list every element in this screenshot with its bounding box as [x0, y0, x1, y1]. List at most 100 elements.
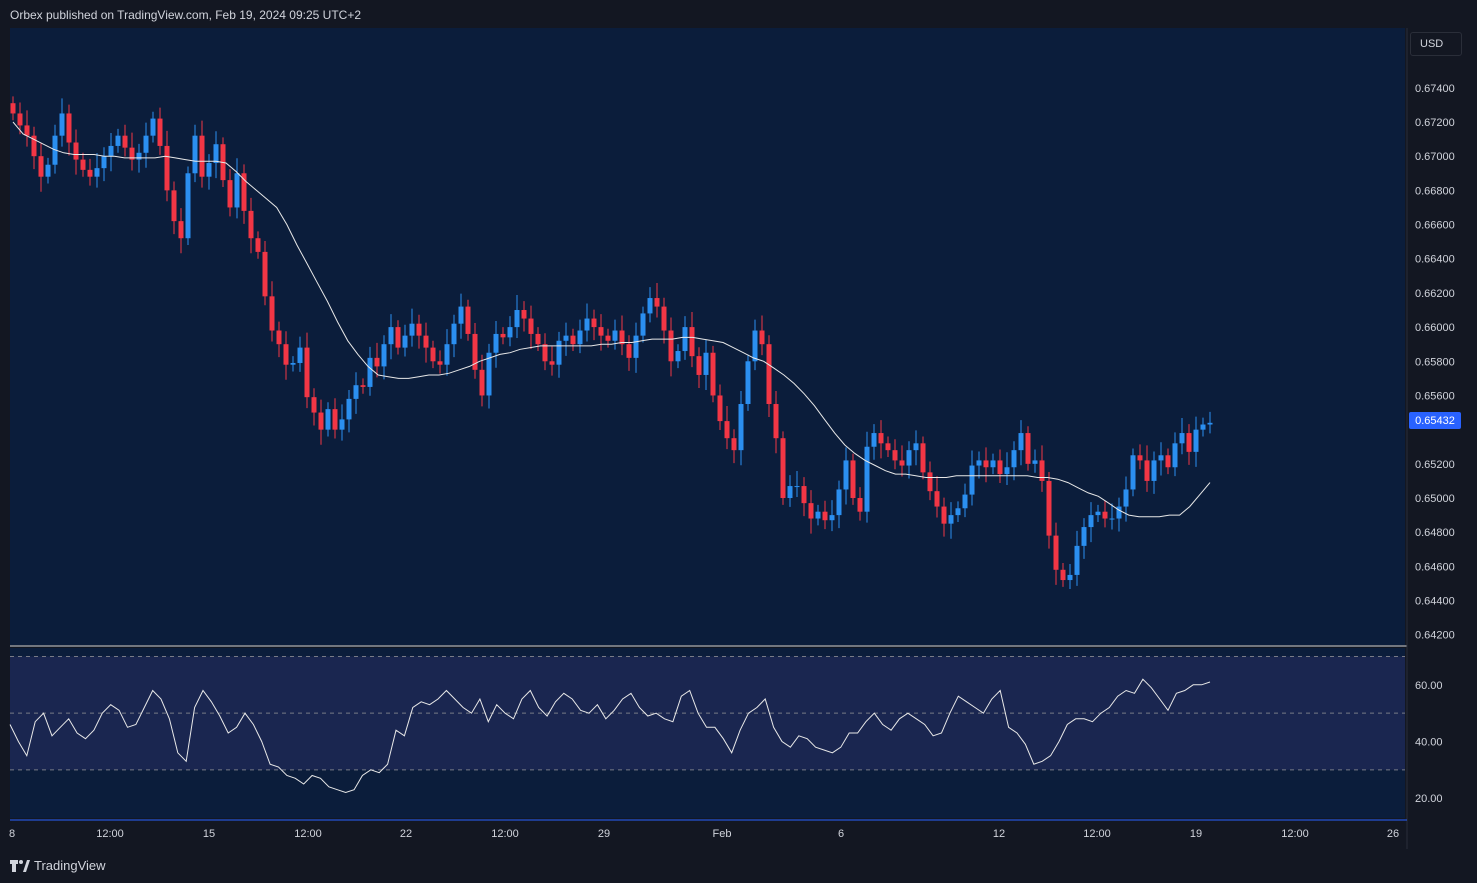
candle-body: [290, 362, 296, 365]
candle: [899, 445, 905, 477]
candle: [472, 322, 478, 379]
candle: [633, 322, 639, 373]
time-tick-label: 29: [598, 828, 610, 840]
candle: [493, 320, 499, 368]
candle: [857, 487, 863, 521]
candle: [87, 158, 93, 186]
candle: [80, 152, 86, 177]
candle-body: [283, 344, 289, 365]
candle-body: [472, 333, 478, 370]
candle-body: [892, 450, 898, 461]
candle-body: [808, 503, 814, 519]
candle: [409, 308, 415, 347]
candle: [1053, 522, 1059, 585]
candle-body: [752, 330, 758, 362]
candle: [241, 164, 247, 224]
candle-body: [577, 330, 583, 345]
candle-body: [850, 460, 856, 499]
price-pane: [10, 28, 1405, 645]
candle: [325, 402, 331, 437]
candle: [206, 154, 212, 190]
candle: [829, 500, 835, 532]
candle-body: [101, 156, 107, 169]
candle-body: [682, 327, 688, 352]
candle-body: [794, 486, 800, 488]
candle-body: [234, 173, 240, 208]
candle-body: [647, 298, 653, 314]
candle-body: [1151, 460, 1157, 481]
candle-body: [528, 318, 534, 334]
candle-body: [990, 460, 996, 468]
candle-body: [1137, 455, 1143, 461]
candle: [871, 424, 877, 460]
candle: [962, 483, 968, 518]
candle-body: [73, 142, 79, 160]
candle-body: [1158, 455, 1164, 461]
candle-body: [1116, 506, 1122, 519]
time-tick-label: 15: [203, 828, 215, 840]
candle: [647, 287, 653, 323]
candle: [850, 453, 856, 505]
currency-button[interactable]: USD: [1410, 32, 1462, 56]
candle-body: [416, 323, 422, 336]
candle: [906, 441, 912, 479]
candle: [66, 104, 72, 156]
time-tick-label: 6: [838, 828, 844, 840]
candle: [808, 490, 814, 534]
candle: [290, 356, 296, 372]
candle: [913, 430, 919, 466]
candle-body: [297, 347, 303, 363]
candle-body: [360, 385, 366, 387]
candle: [1074, 530, 1080, 586]
candle: [1200, 417, 1206, 437]
candle: [1137, 444, 1143, 470]
candle-body: [1004, 467, 1010, 475]
candle-body: [605, 335, 611, 341]
candle: [17, 102, 23, 135]
candle: [1109, 503, 1115, 530]
candle: [815, 504, 821, 526]
candle: [164, 130, 170, 202]
candle: [1039, 445, 1045, 492]
candle-body: [976, 460, 982, 466]
candle-body: [38, 156, 44, 177]
tradingview-logo[interactable]: TradingView: [10, 858, 106, 873]
candle: [689, 312, 695, 368]
candle-body: [255, 238, 261, 252]
candle: [591, 309, 597, 341]
candle: [654, 283, 660, 318]
candle-body: [318, 412, 324, 430]
candle: [1067, 563, 1073, 589]
candle-body: [1200, 424, 1206, 430]
candle-body: [1144, 460, 1150, 481]
candle-body: [423, 335, 429, 348]
publish-header: Orbex published on TradingView.com, Feb …: [0, 0, 1477, 28]
candle: [542, 333, 548, 371]
candle: [864, 431, 870, 523]
candle-body: [493, 333, 499, 353]
candle: [983, 447, 989, 483]
candle: [444, 329, 450, 376]
candle: [843, 447, 849, 505]
candle: [612, 319, 618, 350]
candle: [941, 497, 947, 537]
candle-body: [1039, 460, 1045, 481]
candle-body: [1067, 574, 1073, 581]
candle: [1102, 500, 1108, 528]
candle: [619, 315, 625, 356]
time-tick-label: 12:00: [96, 828, 124, 840]
candle-body: [598, 327, 604, 336]
candle-body: [17, 113, 23, 126]
candle-body: [731, 438, 737, 451]
candle: [318, 399, 324, 445]
candle-body: [241, 173, 247, 211]
price-tick-label: 0.66800: [1415, 185, 1455, 197]
candle: [59, 98, 65, 147]
candle-body: [710, 352, 716, 396]
candle: [668, 317, 674, 377]
candle: [997, 449, 1003, 483]
candle: [451, 314, 457, 358]
candle: [1151, 451, 1157, 494]
candle-body: [402, 335, 408, 348]
